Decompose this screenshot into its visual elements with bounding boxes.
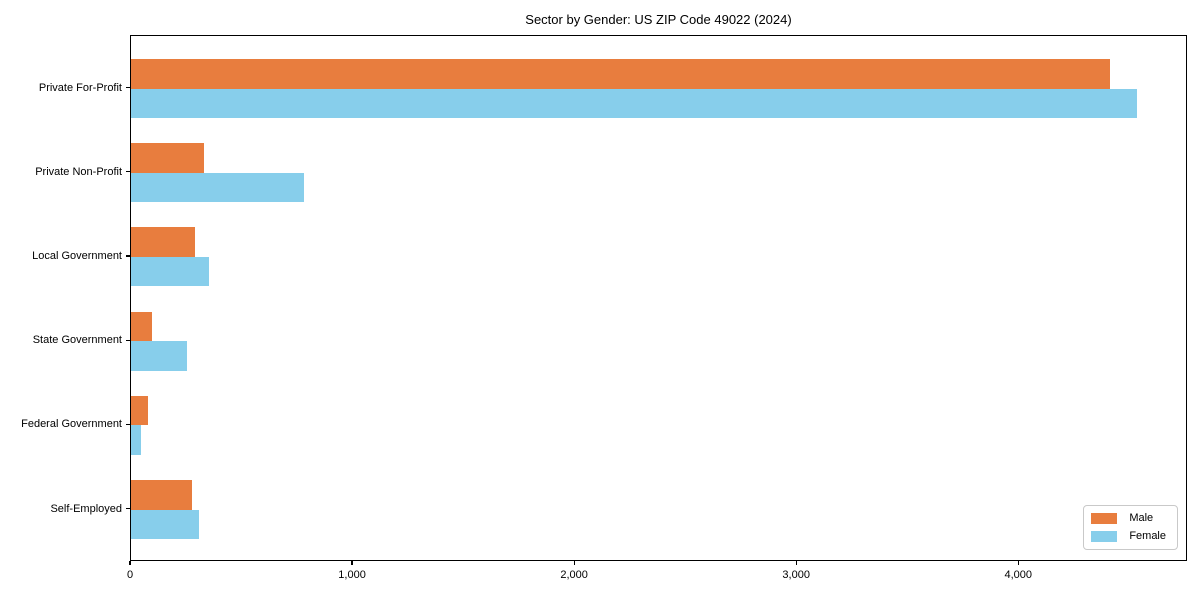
legend-item-female: Female: [1091, 530, 1166, 543]
y-tick-label: Private Non-Profit: [35, 165, 122, 178]
chart-title: Sector by Gender: US ZIP Code 49022 (202…: [525, 12, 792, 27]
y-tick-label: Local Government: [32, 249, 122, 262]
x-tick-mark: [129, 561, 131, 565]
legend: Male Female: [1083, 505, 1178, 550]
bar-male-6: [131, 480, 193, 510]
bar-male-1: [131, 59, 1111, 89]
x-tick-mark: [795, 561, 797, 565]
female-series-swatch: [1091, 531, 1118, 542]
y-tick-label: Federal Government: [21, 418, 122, 431]
y-tick-mark: [126, 171, 130, 173]
bar-male-2: [131, 143, 205, 173]
bar-female-1: [131, 88, 1137, 118]
legend-label-female: Female: [1129, 530, 1166, 542]
plot-area: Male Female: [130, 35, 1187, 561]
bar-male-3: [131, 227, 196, 257]
y-tick-mark: [126, 86, 130, 89]
male-series-swatch: [1091, 513, 1118, 524]
bar-female-3: [131, 256, 209, 287]
y-tick-mark: [126, 339, 130, 341]
x-tick-label: 4,000: [1004, 569, 1032, 581]
bar-female-2: [131, 172, 305, 203]
x-tick-mark: [573, 561, 575, 565]
bar-female-6: [131, 509, 199, 539]
legend-label-male: Male: [1129, 512, 1154, 524]
bar-female-5: [131, 425, 141, 455]
legend-item-male: Male: [1091, 512, 1166, 525]
y-tick-label: State Government: [32, 334, 122, 347]
x-tick-mark: [351, 561, 353, 565]
y-tick-mark: [126, 255, 130, 257]
bar-male-4: [131, 311, 153, 342]
x-tick-mark: [1017, 561, 1019, 565]
bar-female-4: [131, 341, 187, 371]
x-tick-label: 2,000: [560, 569, 588, 581]
y-tick-mark: [126, 423, 130, 425]
x-tick-label: 1,000: [338, 569, 366, 581]
x-tick-label: 3,000: [782, 569, 810, 581]
y-tick-mark: [126, 507, 130, 510]
x-tick-label: 0: [126, 569, 134, 581]
y-tick-label: Self-Employed: [50, 502, 122, 515]
bar-male-5: [131, 395, 148, 426]
y-tick-label: Private For-Profit: [38, 81, 122, 94]
